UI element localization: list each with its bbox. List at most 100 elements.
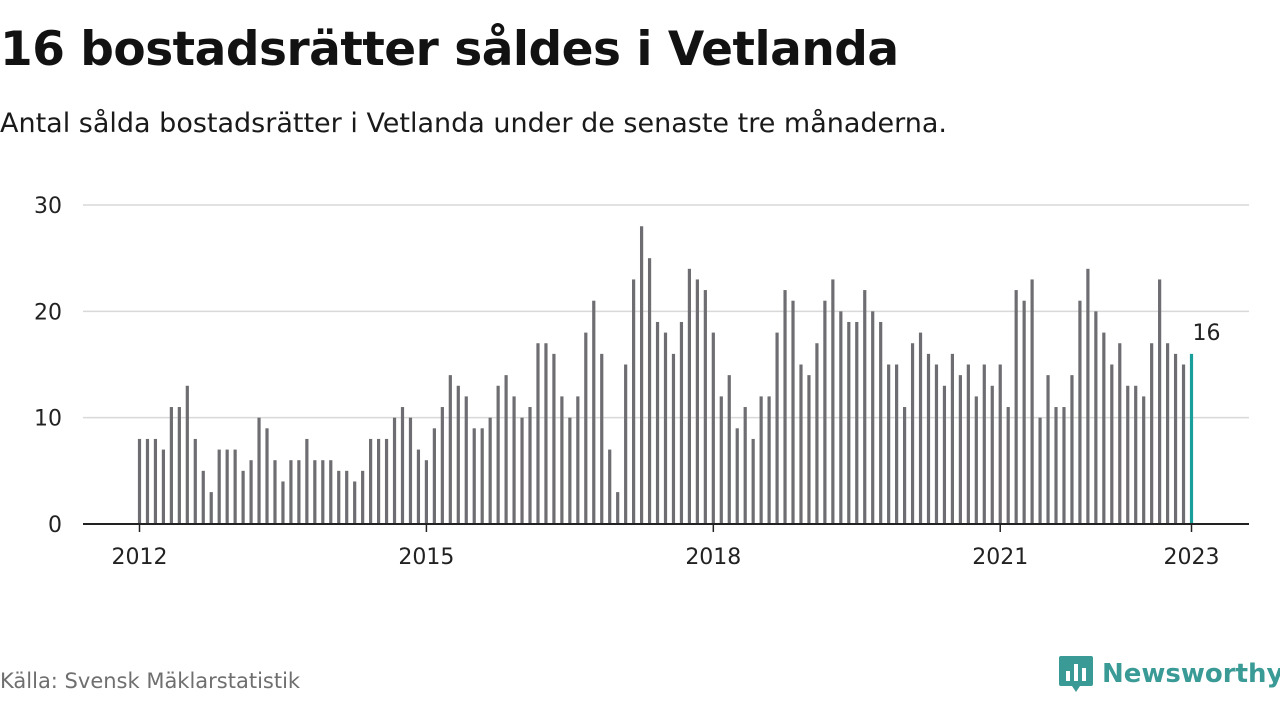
bar <box>1006 407 1010 524</box>
y-tick-label: 30 <box>34 194 62 219</box>
bar <box>265 428 269 524</box>
bar <box>416 449 421 524</box>
bar <box>153 438 158 524</box>
bar <box>488 417 492 524</box>
bar <box>297 460 301 524</box>
bar <box>647 258 652 524</box>
highlight-bar <box>1189 353 1194 524</box>
bar <box>257 417 261 524</box>
bar <box>1014 290 1018 524</box>
bar <box>807 375 811 524</box>
bar <box>1150 343 1154 524</box>
bar <box>472 428 476 524</box>
bar <box>863 290 867 524</box>
bar <box>193 438 197 524</box>
bar <box>727 375 731 524</box>
bar <box>376 438 381 524</box>
bar-chart: 0 10 20 30 2012 2015 2018 2021 2023 16 <box>34 194 1249 570</box>
bar <box>942 385 947 524</box>
bar <box>536 343 540 524</box>
bar <box>791 300 795 524</box>
bar <box>926 353 931 524</box>
bar <box>934 364 939 524</box>
bar <box>632 279 636 524</box>
bar <box>480 428 484 524</box>
bar <box>361 470 365 524</box>
bar <box>616 492 620 524</box>
bar <box>1070 375 1074 524</box>
bar <box>273 460 277 524</box>
bar <box>544 343 548 524</box>
bar <box>743 407 747 524</box>
bar <box>1030 279 1034 524</box>
bar <box>576 396 580 524</box>
bar <box>169 407 173 524</box>
bar <box>998 364 1002 524</box>
bar <box>432 428 436 524</box>
bar <box>600 353 604 524</box>
bar <box>1126 385 1130 524</box>
bar <box>392 417 397 524</box>
x-tick-label: 2021 <box>972 545 1028 570</box>
bar <box>735 428 739 524</box>
bar <box>408 417 413 524</box>
bar <box>950 353 955 524</box>
bar <box>584 332 588 524</box>
bar <box>671 353 676 524</box>
bar <box>225 449 229 524</box>
bar <box>1086 268 1090 524</box>
bar <box>249 460 253 524</box>
bar <box>424 460 429 524</box>
bar <box>751 438 755 524</box>
bar <box>1094 311 1098 524</box>
source-note: Källa: Svensk Mäklarstatistik <box>0 669 301 693</box>
bar <box>1062 407 1066 524</box>
bar <box>560 396 564 524</box>
bar <box>185 385 189 524</box>
newsworthy-logo-icon <box>1059 656 1093 692</box>
bar <box>711 332 715 524</box>
bar <box>1054 407 1058 524</box>
bar <box>528 407 532 524</box>
bar <box>823 300 827 524</box>
bar <box>456 385 460 524</box>
bar <box>400 407 405 524</box>
bar <box>775 332 779 524</box>
bar <box>1038 417 1042 524</box>
bar <box>902 407 907 524</box>
bar <box>759 396 763 524</box>
bar <box>145 438 150 524</box>
bar <box>1173 353 1178 524</box>
x-tick-label: 2018 <box>685 545 741 570</box>
bar <box>895 364 899 524</box>
chart-subtitle: Antal sålda bostadsrätter i Vetlanda und… <box>0 108 948 139</box>
bar <box>1134 385 1138 524</box>
bar <box>663 332 668 524</box>
bar <box>161 449 166 524</box>
bar <box>552 353 556 524</box>
bar <box>974 396 978 524</box>
bar <box>305 438 309 524</box>
bar <box>1078 300 1082 524</box>
bar <box>1046 375 1050 524</box>
bar <box>289 460 293 524</box>
bar <box>639 226 644 524</box>
bar <box>568 417 572 524</box>
y-tick-label: 10 <box>34 407 62 432</box>
x-tick-label: 2015 <box>398 545 454 570</box>
bar <box>1102 332 1106 524</box>
bar <box>504 375 508 524</box>
bar <box>918 332 923 524</box>
bar <box>966 364 970 524</box>
chart-title: 16 bostadsrätter såldes i Vetlanda <box>0 22 899 77</box>
highlight-value-label: 16 <box>1193 321 1221 346</box>
bar <box>679 321 684 524</box>
bar <box>1022 300 1026 524</box>
bar <box>695 279 699 524</box>
bar <box>910 343 915 524</box>
bar <box>440 407 444 524</box>
bar <box>990 385 994 524</box>
bar <box>137 438 142 524</box>
bar <box>783 290 787 524</box>
bar <box>839 311 843 524</box>
